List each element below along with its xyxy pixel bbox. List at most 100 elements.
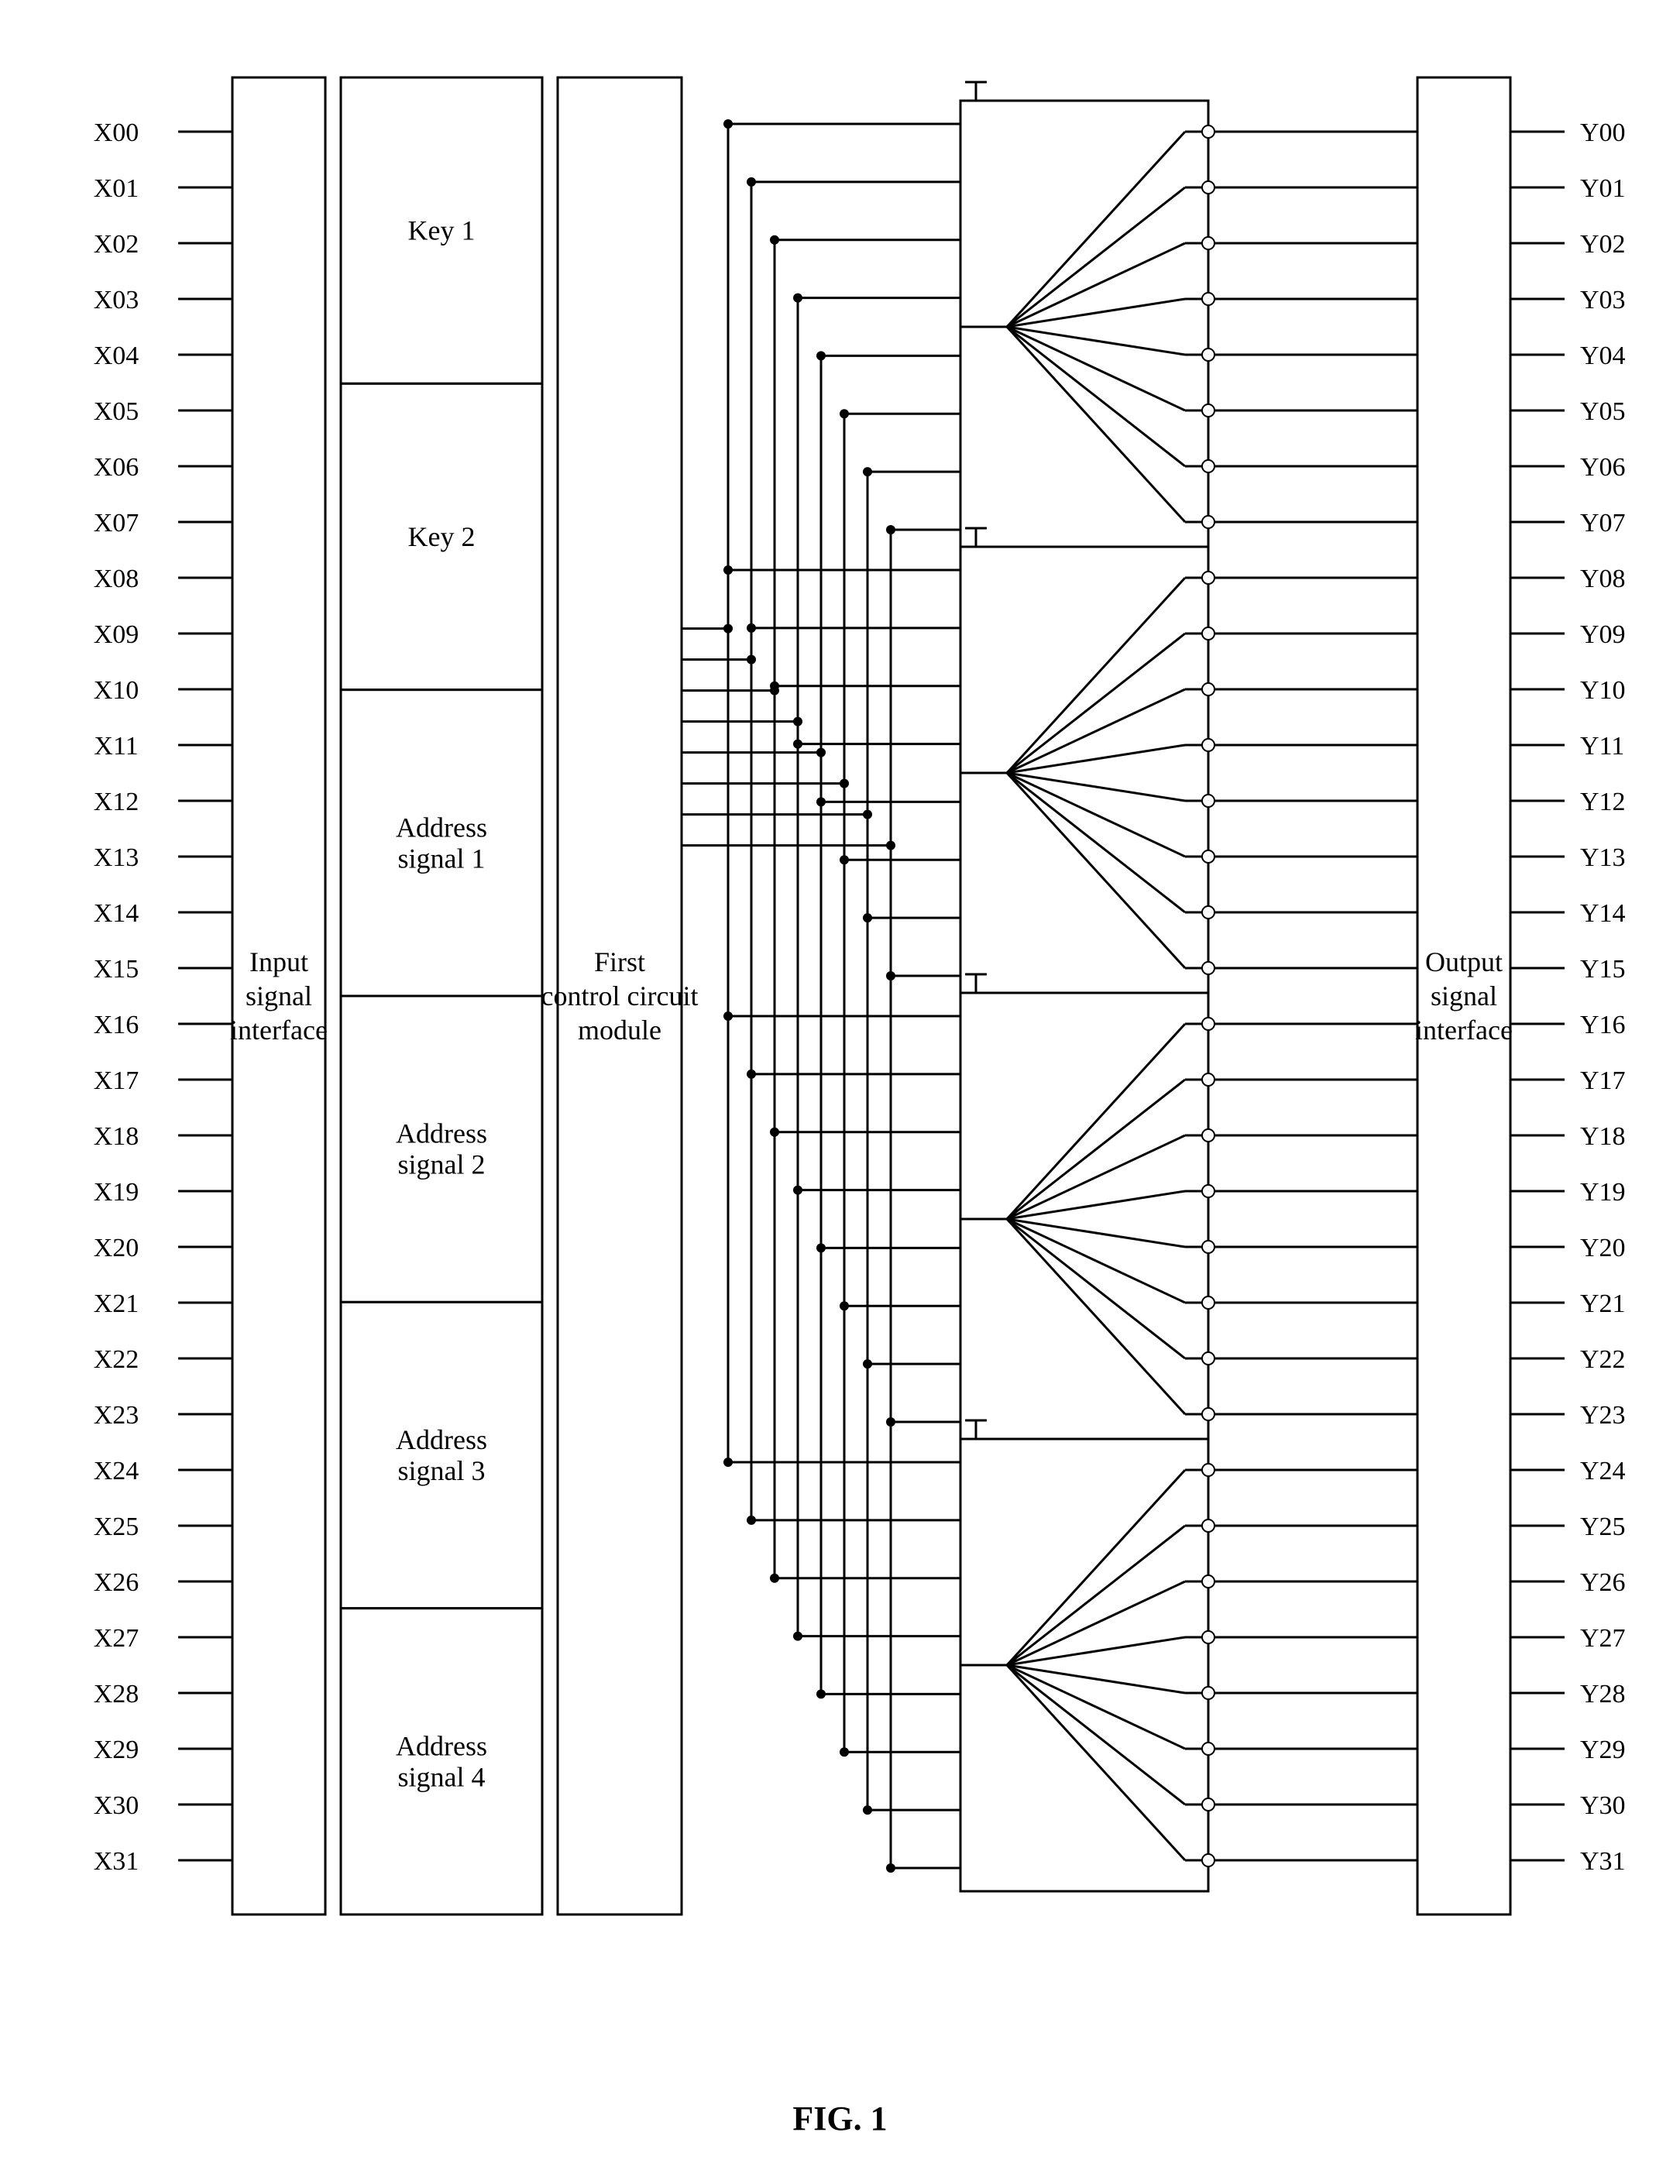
x-label: X02 [94,230,139,259]
x-label: X12 [94,788,139,816]
junction-dot [840,409,849,418]
x-label: X01 [94,174,139,203]
mux-out-port [1202,1408,1214,1420]
junction-dot [747,1516,756,1525]
junction-dot [886,971,895,980]
y-label: Y16 [1580,1011,1626,1039]
junction-dot [723,119,733,129]
y-label: Y23 [1580,1401,1626,1430]
stage-label: Address [396,1118,487,1149]
y-label: Y08 [1580,565,1626,593]
junction-dot [770,1128,779,1137]
y-label: Y09 [1580,620,1626,649]
junction-dot [863,810,872,819]
x-label: X23 [94,1401,139,1430]
junction-dot [816,1243,826,1252]
mux-out-port [1202,1687,1214,1699]
y-label: Y06 [1580,453,1626,482]
junction-dot [886,1863,895,1873]
x-label: X30 [94,1791,139,1820]
first-ctrl-label: control circuit [541,980,699,1011]
stage-label: signal 1 [398,843,486,874]
stage-label: Address [396,1424,487,1455]
mux-out-port [1202,1631,1214,1643]
x-label: X07 [94,509,139,537]
junction-dot [747,655,756,664]
y-label: Y01 [1580,174,1626,203]
mux-out-port [1202,1520,1214,1532]
junction-dot [770,235,779,245]
x-label: X11 [94,732,138,761]
mux-out-port [1202,1575,1214,1588]
x-label: X10 [94,676,139,705]
x-label: X16 [94,1011,139,1039]
y-label: Y04 [1580,342,1626,370]
mux-out-port [1202,1185,1214,1197]
mux-out-port [1202,1296,1214,1309]
y-label: Y27 [1580,1624,1626,1653]
y-label: Y28 [1580,1680,1626,1708]
y-label: Y24 [1580,1457,1626,1485]
mux-out-port [1202,1241,1214,1253]
x-label: X22 [94,1345,139,1374]
x-label: X18 [94,1122,139,1151]
junction-dot [840,855,849,864]
junction-dot [723,565,733,575]
y-label: Y29 [1580,1736,1626,1764]
junction-dot [863,1805,872,1815]
x-label: X21 [94,1289,139,1318]
junction-dot [816,351,826,360]
junction-dot [816,748,826,757]
x-label: X09 [94,620,139,649]
mux-out-port [1202,1129,1214,1142]
mux-out-port [1202,349,1214,361]
junction-dot [816,1689,826,1698]
mux-out-port [1202,795,1214,807]
junction-dot [747,1070,756,1079]
x-label: X24 [94,1457,139,1485]
x-label: X26 [94,1568,139,1597]
junction-dot [723,624,733,634]
x-label: X03 [94,286,139,314]
stage-label: signal 3 [398,1455,486,1486]
output-if-label: signal [1431,980,1497,1011]
junction-dot [747,177,756,187]
x-label: X04 [94,342,139,370]
junction-dot [863,467,872,476]
first-ctrl-label: First [594,946,645,977]
mux-out-port [1202,1018,1214,1030]
input-if-label: Input [249,946,308,977]
mux-out-port [1202,181,1214,194]
x-label: X19 [94,1178,139,1207]
mux-out-port [1202,1352,1214,1365]
mux-out-port [1202,125,1214,138]
mux-out-port [1202,1743,1214,1755]
y-label: Y03 [1580,286,1626,314]
junction-dot [886,1417,895,1427]
y-label: Y02 [1580,230,1626,259]
junction-dot [793,294,802,303]
mux-out-port [1202,627,1214,640]
junction-dot [840,1747,849,1756]
y-label: Y10 [1580,676,1626,705]
junction-dot [816,797,826,806]
x-label: X15 [94,955,139,984]
y-label: Y14 [1580,899,1626,928]
junction-dot [863,1359,872,1368]
x-label: X13 [94,843,139,872]
mux-out-port [1202,962,1214,974]
first-ctrl-label: module [578,1015,661,1046]
stage-label: Key 1 [408,215,476,246]
x-label: X31 [94,1847,139,1876]
mux-out-port [1202,739,1214,751]
y-label: Y20 [1580,1234,1626,1262]
y-label: Y07 [1580,509,1626,537]
x-label: X08 [94,565,139,593]
y-label: Y18 [1580,1122,1626,1151]
junction-dot [840,779,849,788]
mux-out-port [1202,906,1214,919]
junction-dot [840,1301,849,1310]
figure-1: Key 1Key 2Addresssignal 1Addresssignal 2… [0,0,1680,2184]
stage-label: signal 4 [398,1761,486,1792]
y-label: Y22 [1580,1345,1626,1374]
